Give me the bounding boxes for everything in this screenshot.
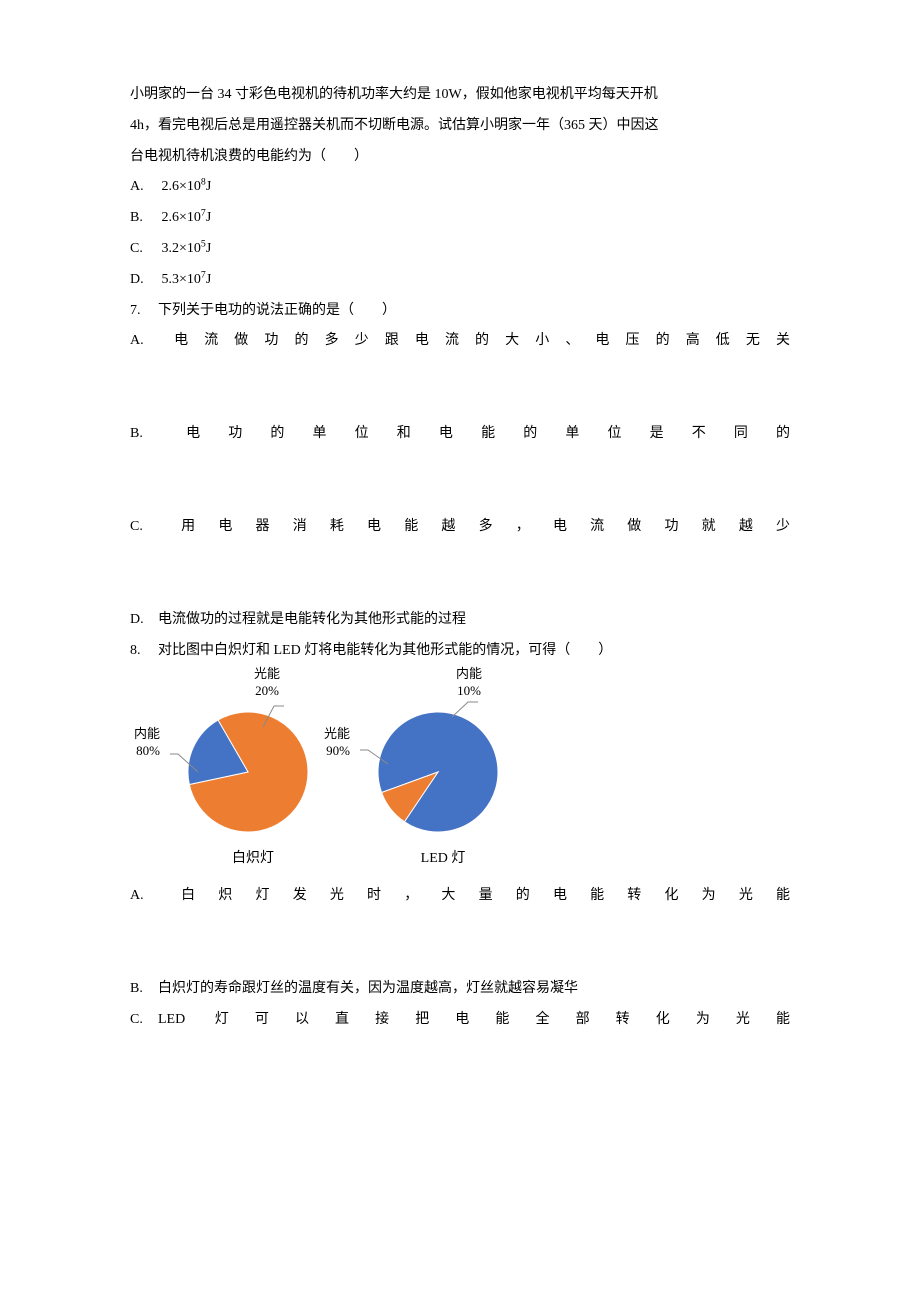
q6-option-a: A. 2.6×108J: [130, 172, 790, 203]
page: 小明家的一台 34 寸彩色电视机的待机功率大约是 10W，假如他家电视机平均每天…: [0, 0, 920, 1303]
q7-option-b-marker: B.: [130, 419, 158, 450]
q6-stem-line3: 台电视机待机浪费的电能约为（ ）: [130, 142, 790, 173]
q8-chart2-caption: LED 灯: [421, 844, 466, 875]
q8-number: 8.: [130, 643, 141, 658]
q6-option-a-prefix: 2.6×10: [162, 179, 201, 194]
q7-option-c-marker: C.: [130, 512, 158, 543]
q8-chart2-top-label-wrap: 内能 10%: [456, 666, 482, 699]
q7-stem-line: 7. 下列关于电功的说法正确的是（ ）: [130, 296, 790, 327]
q7-stem: 下列关于电功的说法正确的是（ ）: [158, 303, 396, 318]
q8-option-a-marker: A.: [130, 881, 158, 912]
q8-pie-incandescent: [168, 672, 338, 842]
q8-chart1-top-pct: 20%: [254, 683, 280, 699]
q8-option-c-marker: C.: [130, 1005, 158, 1036]
q7-option-a-marker: A.: [130, 326, 158, 357]
q6-option-c: C. 3.2×105J: [130, 234, 790, 265]
q6-option-c-suffix: J: [206, 241, 211, 256]
q8-option-a: A.白炽灯发光时，大量的电能转化为光能: [130, 881, 790, 912]
q6-option-d-prefix: 5.3×10: [162, 272, 201, 287]
q8-chart2-top-pct: 10%: [456, 683, 482, 699]
q6-stem-line2: 4h，看完电视后总是用遥控器关机而不切断电源。试估算小明家一年（365 天）中因…: [130, 111, 790, 142]
q6-option-d: D. 5.3×107J: [130, 265, 790, 296]
q7-option-c: C.用电器消耗电能越多，电流做功就越少: [130, 512, 790, 543]
q7-option-d-text: 电流做功的过程就是电能转化为其他形式能的过程: [158, 612, 466, 627]
q8-option-b-text: 白炽灯的寿命跟灯丝的温度有关，因为温度越高，灯丝就越容易凝华: [158, 981, 578, 996]
q7-number: 7.: [130, 303, 141, 318]
q7-option-b: B.电功的单位和电能的单位是不同的: [130, 419, 790, 450]
q6-option-b-suffix: J: [206, 210, 211, 225]
q7-gap-1: [130, 357, 790, 419]
q7-option-c-text: 用电器消耗电能越多，电流做功就越少: [158, 519, 790, 534]
q8-chart1-top-label: 光能: [254, 666, 280, 682]
q8-chart1-side-pct: 80%: [134, 743, 160, 759]
q6-option-c-marker: C.: [130, 234, 158, 265]
q8-option-b-marker: B.: [130, 974, 158, 1005]
q7-option-d: D.电流做功的过程就是电能转化为其他形式能的过程: [130, 605, 790, 636]
q6-option-a-marker: A.: [130, 172, 158, 203]
q8-option-b: B.白炽灯的寿命跟灯丝的温度有关，因为温度越高，灯丝就越容易凝华: [130, 974, 790, 1005]
q6-option-d-marker: D.: [130, 265, 158, 296]
q8-chart1-top-label-wrap: 光能 20%: [254, 666, 280, 699]
q7-option-b-text: 电功的单位和电能的单位是不同的: [158, 426, 790, 441]
q7-option-a: A.电流做功的多少跟电流的大小、电压的高低无关: [130, 326, 790, 357]
q8-stem: 对比图中白炽灯和 LED 灯将电能转化为其他形式能的情况，可得（ ）: [158, 643, 612, 658]
q6-option-a-suffix: J: [206, 179, 211, 194]
q8-option-c-text: LED 灯可以直接把电能全部转化为光能: [158, 1012, 790, 1027]
q8-chart2-side-label-wrap: 光能 90%: [324, 726, 350, 759]
q6-stem-line1: 小明家的一台 34 寸彩色电视机的待机功率大约是 10W，假如他家电视机平均每天…: [130, 80, 790, 111]
q8-chart2-side-pct: 90%: [324, 743, 350, 759]
q7-gap-2: [130, 450, 790, 512]
q8-charts: 光能 20% 内能 80% 白炽灯 内能 10% 光能 90% LED 灯: [130, 672, 790, 875]
q7-gap-3: [130, 543, 790, 605]
q8-chart-incandescent: 光能 20% 内能 80% 白炽灯: [168, 672, 338, 875]
q7-option-a-text: 电流做功的多少跟电流的大小、电压的高低无关: [158, 333, 790, 348]
q7-option-d-marker: D.: [130, 605, 158, 636]
q6-option-b-prefix: 2.6×10: [162, 210, 201, 225]
q8-chart1-side-label: 内能: [134, 726, 160, 742]
q8-chart1-caption: 白炽灯: [232, 844, 274, 875]
q8-stem-line: 8. 对比图中白炽灯和 LED 灯将电能转化为其他形式能的情况，可得（ ）: [130, 636, 790, 667]
q8-chart2-side-label: 光能: [324, 726, 350, 742]
q8-chart1-side-label-wrap: 内能 80%: [134, 726, 160, 759]
q6-option-d-suffix: J: [206, 272, 211, 287]
q8-gap-1: [130, 912, 790, 974]
q8-chart2-top-label: 内能: [456, 666, 482, 682]
q6-option-b-marker: B.: [130, 203, 158, 234]
q8-option-c: C.LED 灯可以直接把电能全部转化为光能: [130, 1005, 790, 1036]
q8-pie-led: [358, 672, 528, 842]
q6-option-b: B. 2.6×107J: [130, 203, 790, 234]
q8-option-a-text: 白炽灯发光时，大量的电能转化为光能: [158, 888, 790, 903]
q8-chart-led: 内能 10% 光能 90% LED 灯: [358, 672, 528, 875]
q6-option-c-prefix: 3.2×10: [162, 241, 201, 256]
